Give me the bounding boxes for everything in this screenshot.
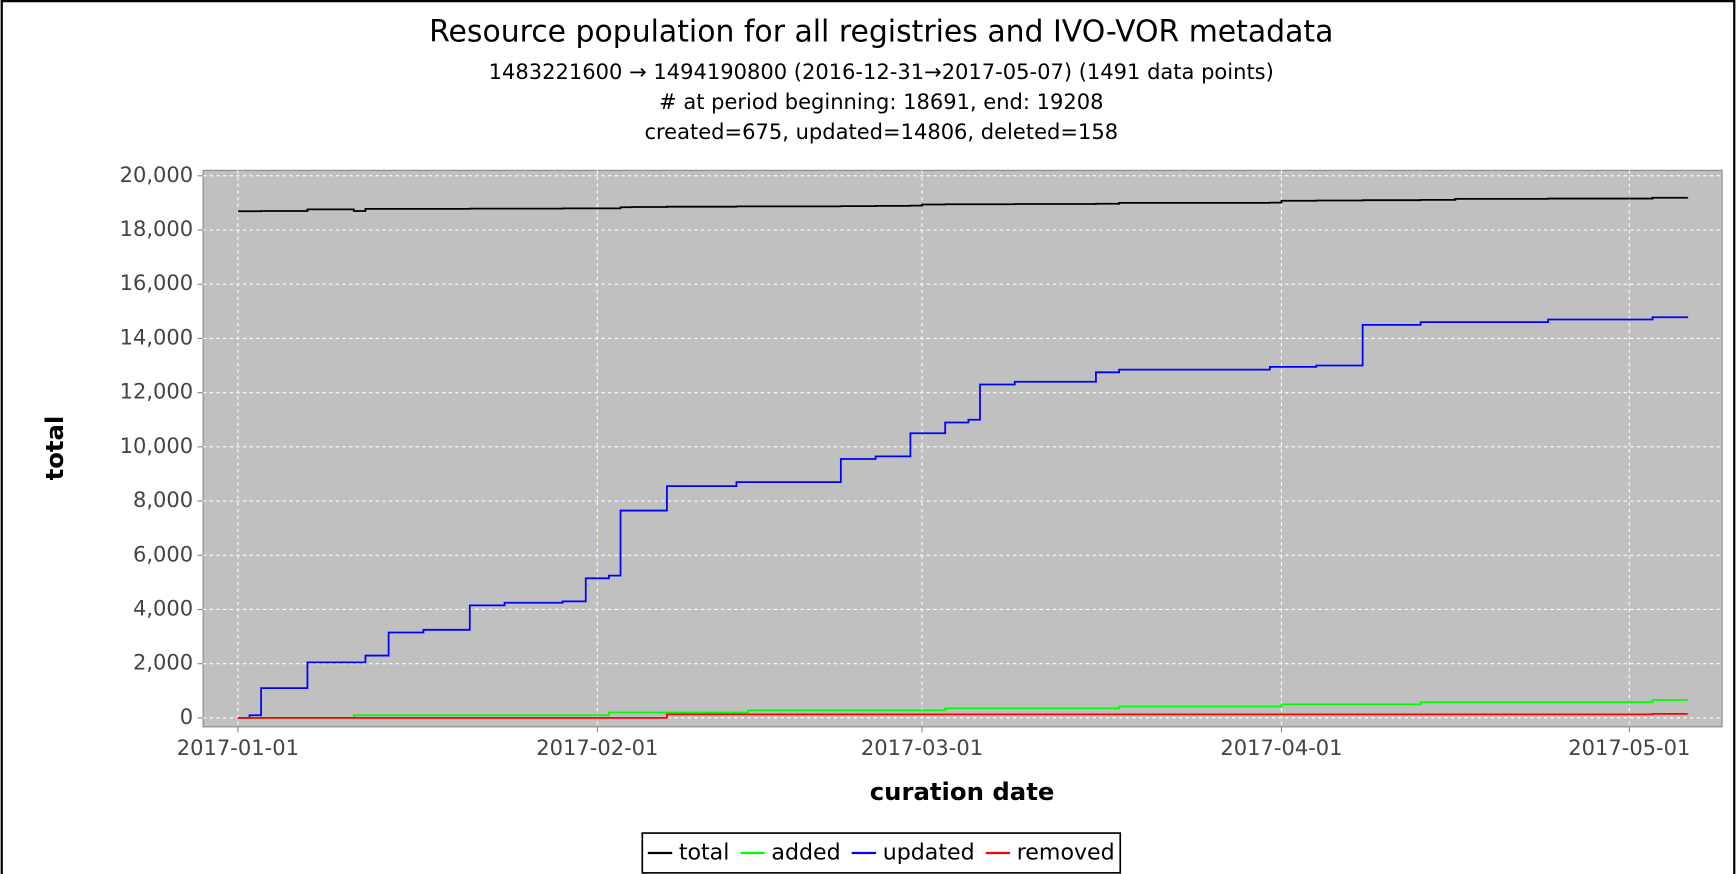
series-line <box>237 196 1689 213</box>
y-tick-label: 2,000 <box>133 650 193 675</box>
y-axis-label: total <box>40 416 69 481</box>
y-tick-label: 20,000 <box>120 162 194 187</box>
y-tick-label: 16,000 <box>120 270 194 295</box>
y-tick-label: 8,000 <box>133 487 193 512</box>
y-tick-label: 6,000 <box>133 541 193 566</box>
y-tick-label: 12,000 <box>120 379 194 404</box>
series-line <box>237 699 1689 719</box>
plot-area <box>202 169 1723 728</box>
x-axis-label: curation date <box>870 777 1055 806</box>
x-tick-label: 2017-05-01 <box>1568 735 1690 760</box>
series-line <box>237 316 1689 719</box>
x-tick-label: 2017-03-01 <box>861 735 983 760</box>
subtitle: # at period beginning: 18691, end: 19208 <box>659 89 1103 114</box>
legend-label: updated <box>883 839 975 865</box>
y-tick-label: 0 <box>180 704 193 729</box>
legend-label: removed <box>1017 839 1115 865</box>
y-tick-label: 18,000 <box>120 216 194 241</box>
y-tick-label: 4,000 <box>133 595 193 620</box>
chart-title: Resource population for all registries a… <box>429 15 1333 50</box>
x-tick-label: 2017-02-01 <box>536 735 658 760</box>
subtitle: 1483221600 → 1494190800 (2016-12-31→2017… <box>489 59 1274 84</box>
legend-label: added <box>771 839 840 865</box>
legend-label: total <box>679 839 730 865</box>
y-tick-label: 14,000 <box>120 324 194 349</box>
x-tick-label: 2017-01-01 <box>177 735 299 760</box>
legend: total added updated removed <box>641 832 1122 874</box>
x-tick-label: 2017-04-01 <box>1220 735 1342 760</box>
y-tick-label: 10,000 <box>120 433 194 458</box>
legend-box <box>641 832 1122 874</box>
subtitle: created=675, updated=14806, deleted=158 <box>644 119 1118 144</box>
series-line <box>237 712 1689 719</box>
